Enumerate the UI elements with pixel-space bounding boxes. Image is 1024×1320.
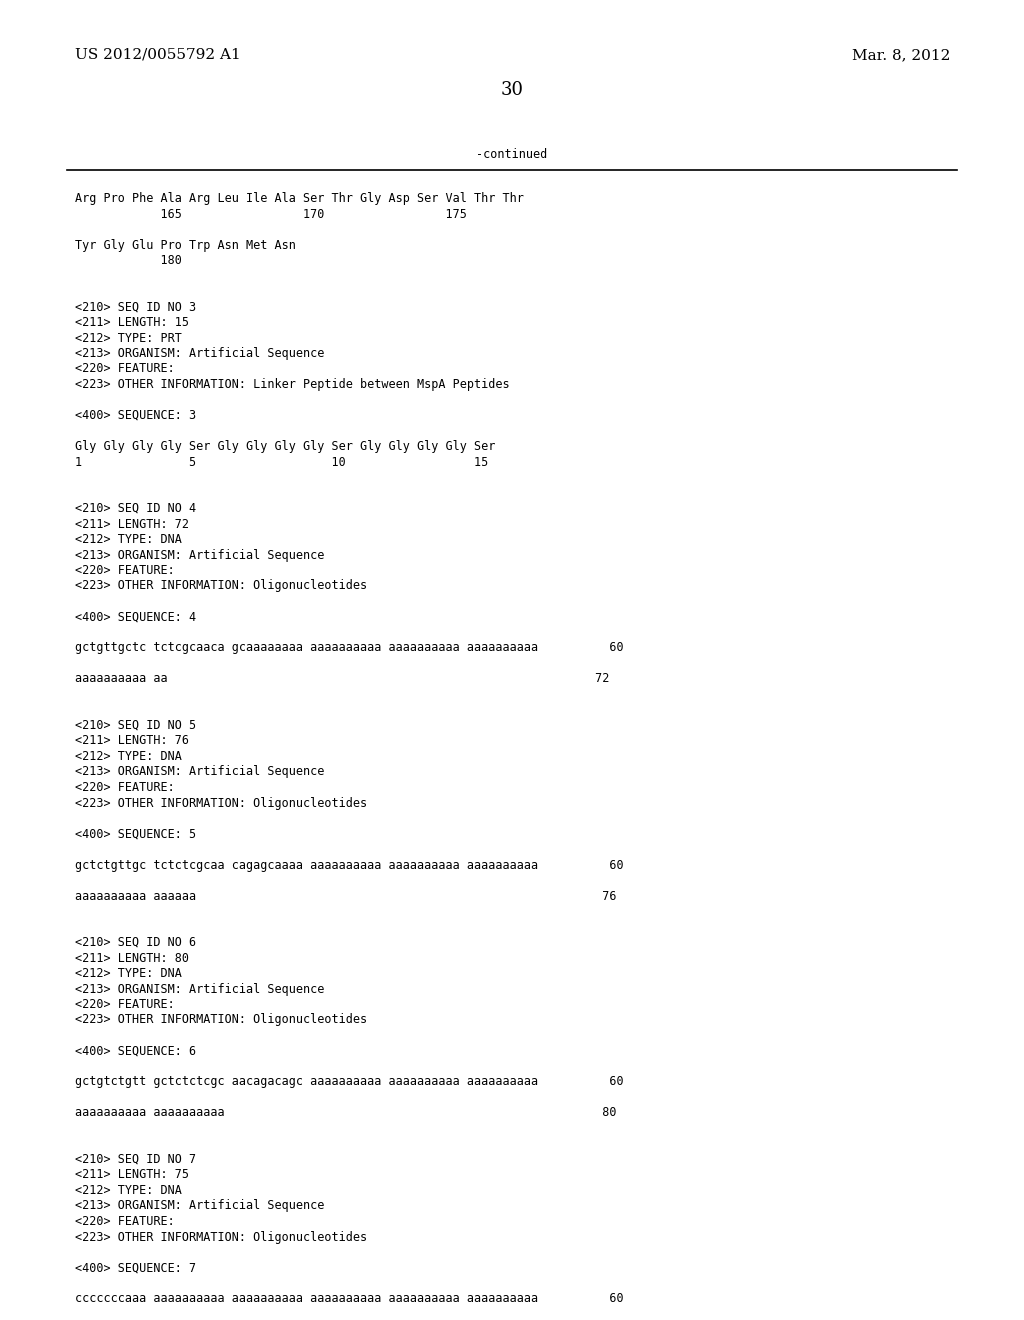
Text: Arg Pro Phe Ala Arg Leu Ile Ala Ser Thr Gly Asp Ser Val Thr Thr: Arg Pro Phe Ala Arg Leu Ile Ala Ser Thr … xyxy=(75,191,524,205)
Text: <211> LENGTH: 72: <211> LENGTH: 72 xyxy=(75,517,189,531)
Text: <212> TYPE: DNA: <212> TYPE: DNA xyxy=(75,968,182,979)
Text: 1               5                   10                  15: 1 5 10 15 xyxy=(75,455,488,469)
Text: <211> LENGTH: 75: <211> LENGTH: 75 xyxy=(75,1168,189,1181)
Text: <212> TYPE: DNA: <212> TYPE: DNA xyxy=(75,1184,182,1197)
Text: cccccccaaa aaaaaaaaaa aaaaaaaaaa aaaaaaaaaa aaaaaaaaaa aaaaaaaaaa          60: cccccccaaa aaaaaaaaaa aaaaaaaaaa aaaaaaa… xyxy=(75,1292,624,1305)
Text: <210> SEQ ID NO 3: <210> SEQ ID NO 3 xyxy=(75,301,197,314)
Text: <213> ORGANISM: Artificial Sequence: <213> ORGANISM: Artificial Sequence xyxy=(75,982,325,995)
Text: <223> OTHER INFORMATION: Oligonucleotides: <223> OTHER INFORMATION: Oligonucleotide… xyxy=(75,796,368,809)
Text: 180: 180 xyxy=(75,253,182,267)
Text: gctgttgctc tctcgcaaca gcaaaaaaaa aaaaaaaaaa aaaaaaaaaa aaaaaaaaaa          60: gctgttgctc tctcgcaaca gcaaaaaaaa aaaaaaa… xyxy=(75,642,624,655)
Text: <210> SEQ ID NO 4: <210> SEQ ID NO 4 xyxy=(75,502,197,515)
Text: Tyr Gly Glu Pro Trp Asn Met Asn: Tyr Gly Glu Pro Trp Asn Met Asn xyxy=(75,239,296,252)
Text: <210> SEQ ID NO 5: <210> SEQ ID NO 5 xyxy=(75,719,197,733)
Text: aaaaaaaaaa aaaaaa                                                         76: aaaaaaaaaa aaaaaa 76 xyxy=(75,890,616,903)
Text: Mar. 8, 2012: Mar. 8, 2012 xyxy=(852,48,950,62)
Text: <213> ORGANISM: Artificial Sequence: <213> ORGANISM: Artificial Sequence xyxy=(75,347,325,360)
Text: <213> ORGANISM: Artificial Sequence: <213> ORGANISM: Artificial Sequence xyxy=(75,1200,325,1213)
Text: 165                 170                 175: 165 170 175 xyxy=(75,207,467,220)
Text: <212> TYPE: DNA: <212> TYPE: DNA xyxy=(75,750,182,763)
Text: <220> FEATURE:: <220> FEATURE: xyxy=(75,998,175,1011)
Text: -continued: -continued xyxy=(476,149,548,161)
Text: <220> FEATURE:: <220> FEATURE: xyxy=(75,1214,175,1228)
Text: <400> SEQUENCE: 7: <400> SEQUENCE: 7 xyxy=(75,1262,197,1275)
Text: <220> FEATURE:: <220> FEATURE: xyxy=(75,781,175,795)
Text: <223> OTHER INFORMATION: Linker Peptide between MspA Peptides: <223> OTHER INFORMATION: Linker Peptide … xyxy=(75,378,510,391)
Text: <400> SEQUENCE: 4: <400> SEQUENCE: 4 xyxy=(75,610,197,623)
Text: 30: 30 xyxy=(501,81,523,99)
Text: <213> ORGANISM: Artificial Sequence: <213> ORGANISM: Artificial Sequence xyxy=(75,766,325,779)
Text: gctctgttgc tctctcgcaa cagagcaaaa aaaaaaaaaa aaaaaaaaaa aaaaaaaaaa          60: gctctgttgc tctctcgcaa cagagcaaaa aaaaaaa… xyxy=(75,858,624,871)
Text: <400> SEQUENCE: 6: <400> SEQUENCE: 6 xyxy=(75,1044,197,1057)
Text: <212> TYPE: DNA: <212> TYPE: DNA xyxy=(75,533,182,546)
Text: <212> TYPE: PRT: <212> TYPE: PRT xyxy=(75,331,182,345)
Text: <210> SEQ ID NO 7: <210> SEQ ID NO 7 xyxy=(75,1152,197,1166)
Text: <213> ORGANISM: Artificial Sequence: <213> ORGANISM: Artificial Sequence xyxy=(75,549,325,561)
Text: <400> SEQUENCE: 3: <400> SEQUENCE: 3 xyxy=(75,409,197,422)
Text: <220> FEATURE:: <220> FEATURE: xyxy=(75,363,175,375)
Text: Gly Gly Gly Gly Ser Gly Gly Gly Gly Ser Gly Gly Gly Gly Ser: Gly Gly Gly Gly Ser Gly Gly Gly Gly Ser … xyxy=(75,440,496,453)
Text: <210> SEQ ID NO 6: <210> SEQ ID NO 6 xyxy=(75,936,197,949)
Text: <223> OTHER INFORMATION: Oligonucleotides: <223> OTHER INFORMATION: Oligonucleotide… xyxy=(75,1230,368,1243)
Text: aaaaaaaaaa aa                                                            72: aaaaaaaaaa aa 72 xyxy=(75,672,609,685)
Text: <400> SEQUENCE: 5: <400> SEQUENCE: 5 xyxy=(75,828,197,841)
Text: <211> LENGTH: 80: <211> LENGTH: 80 xyxy=(75,952,189,965)
Text: <223> OTHER INFORMATION: Oligonucleotides: <223> OTHER INFORMATION: Oligonucleotide… xyxy=(75,579,368,593)
Text: US 2012/0055792 A1: US 2012/0055792 A1 xyxy=(75,48,241,62)
Text: <220> FEATURE:: <220> FEATURE: xyxy=(75,564,175,577)
Text: gctgtctgtt gctctctcgc aacagacagc aaaaaaaaaa aaaaaaaaaa aaaaaaaaaa          60: gctgtctgtt gctctctcgc aacagacagc aaaaaaa… xyxy=(75,1076,624,1089)
Text: aaaaaaaaaa aaaaaaaaaa                                                     80: aaaaaaaaaa aaaaaaaaaa 80 xyxy=(75,1106,616,1119)
Text: <211> LENGTH: 76: <211> LENGTH: 76 xyxy=(75,734,189,747)
Text: <223> OTHER INFORMATION: Oligonucleotides: <223> OTHER INFORMATION: Oligonucleotide… xyxy=(75,1014,368,1027)
Text: <211> LENGTH: 15: <211> LENGTH: 15 xyxy=(75,315,189,329)
